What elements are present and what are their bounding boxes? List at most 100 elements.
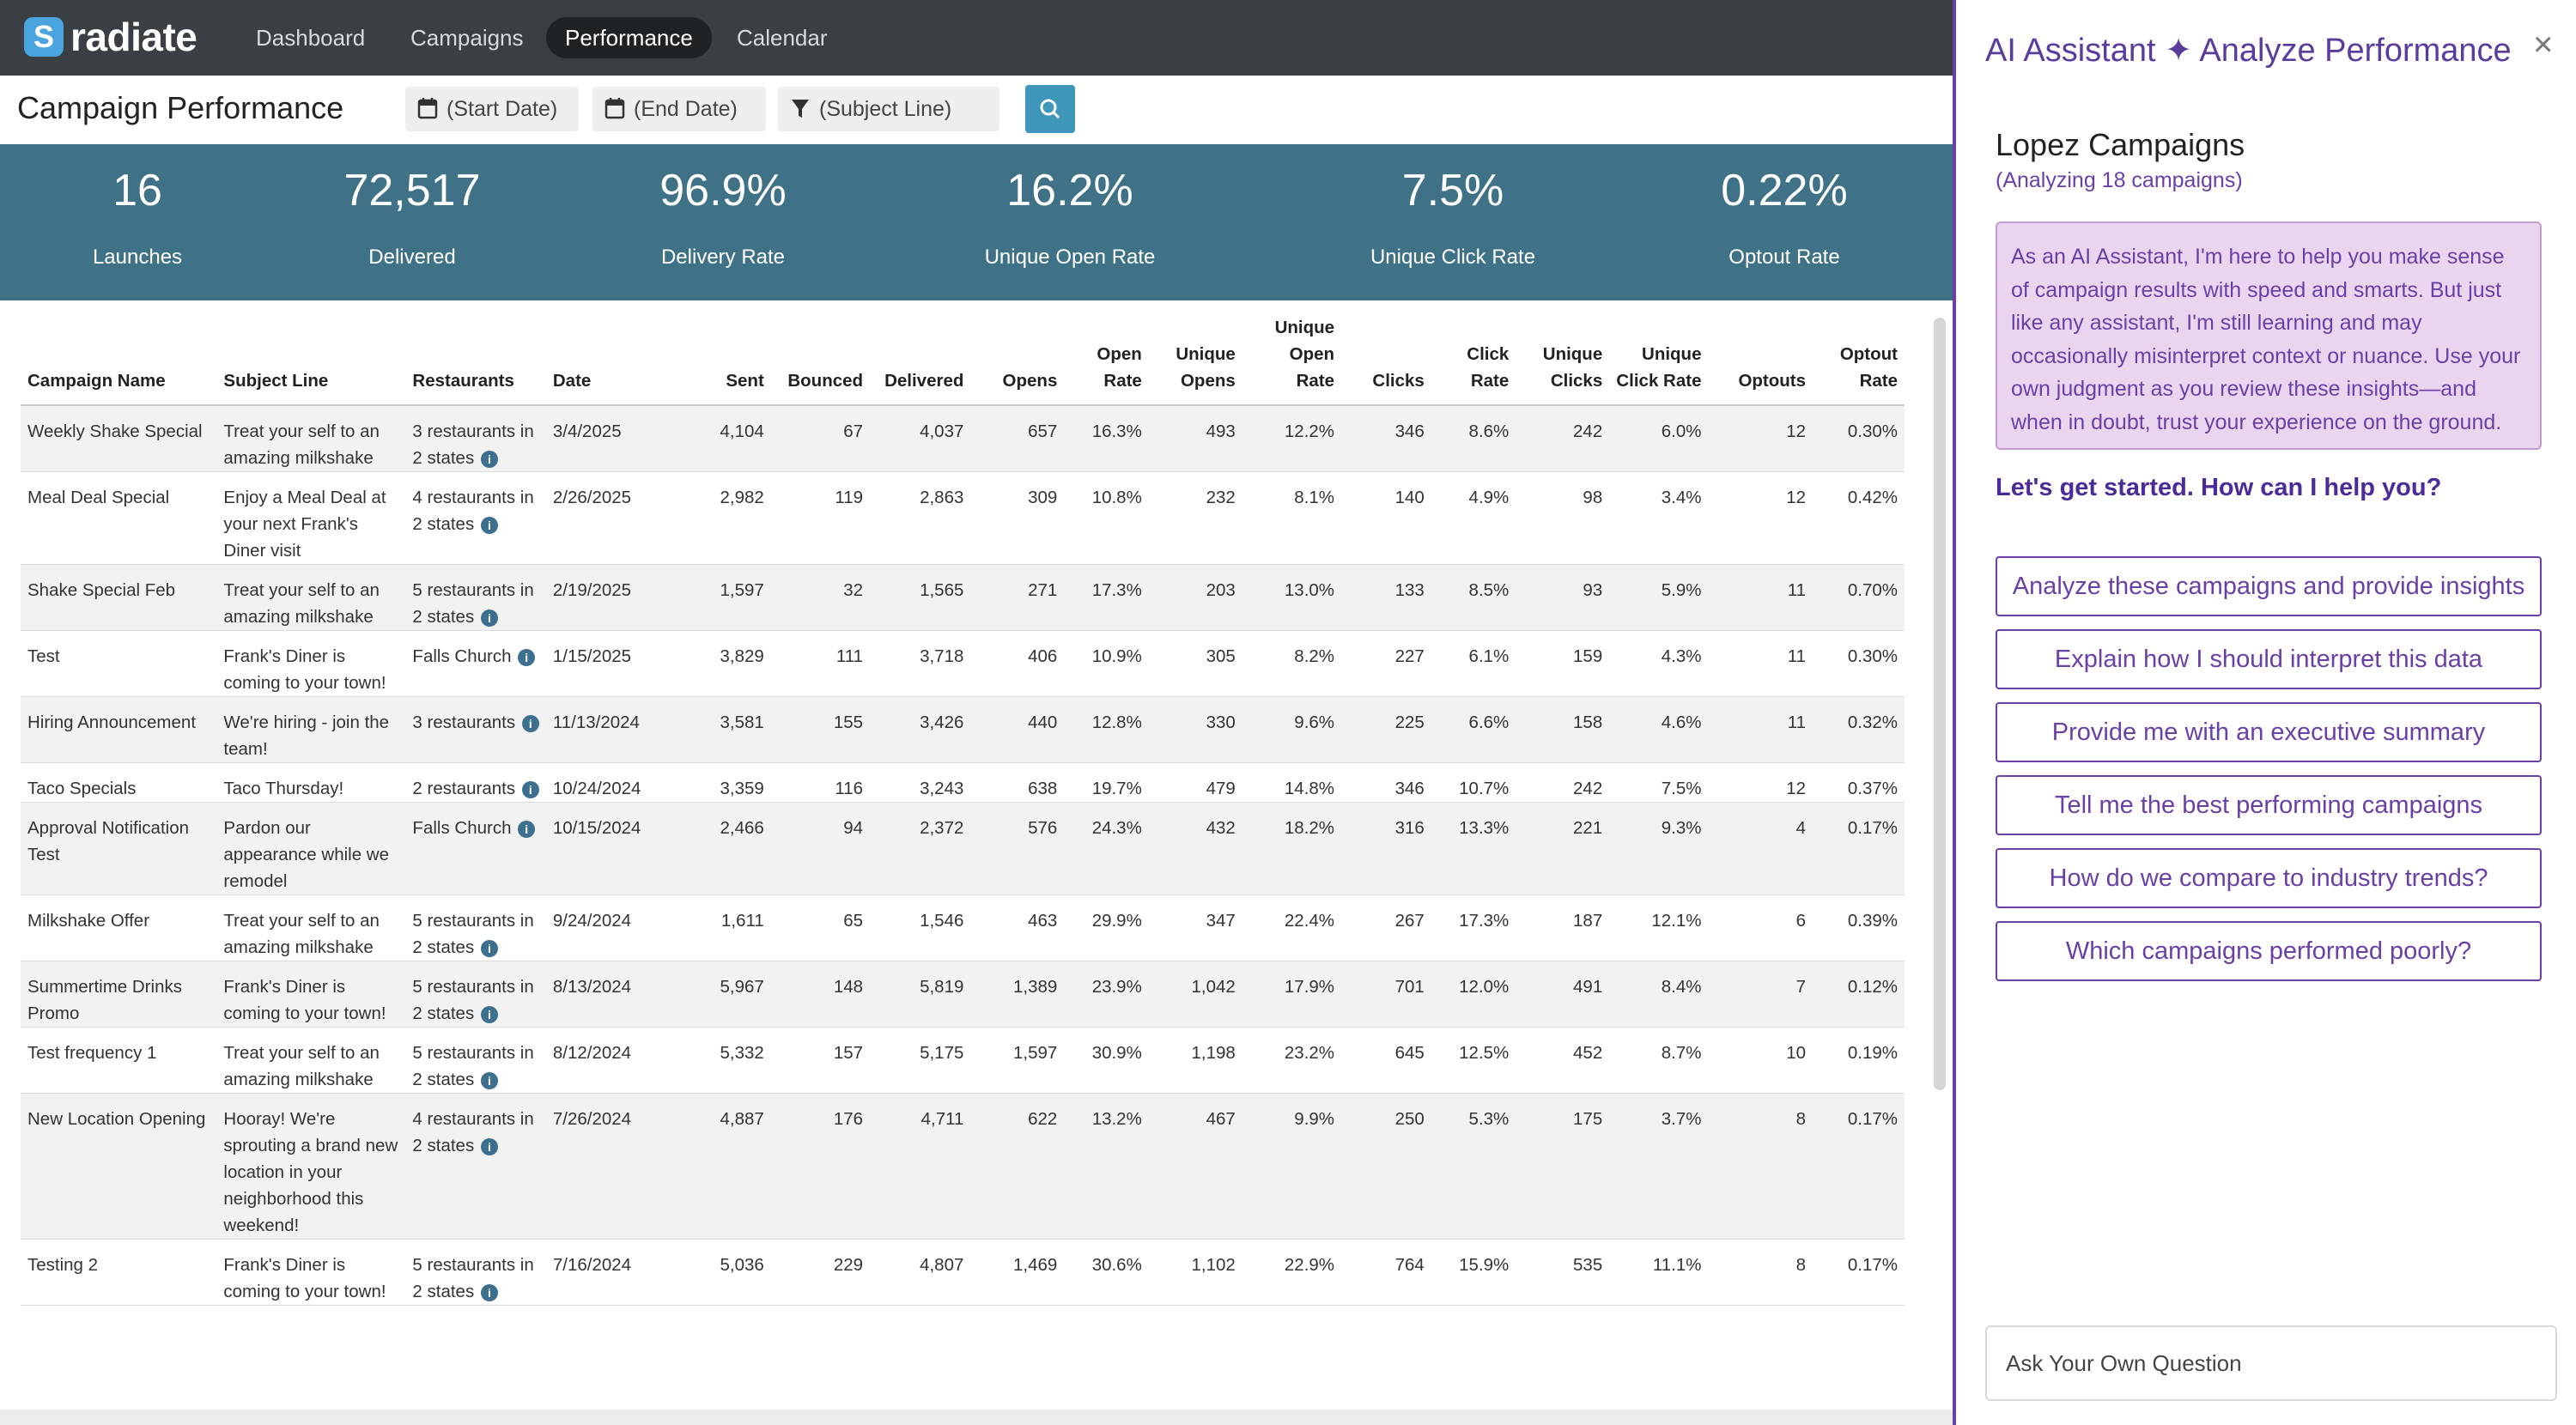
horizontal-scrollbar[interactable] bbox=[0, 1410, 1953, 1425]
cell-text: 4 bbox=[1795, 818, 1807, 838]
table-cell-optout-rate: 0.37% bbox=[1813, 762, 1905, 803]
info-icon[interactable]: i bbox=[480, 450, 498, 468]
cell-text: 17.3% bbox=[1459, 911, 1510, 931]
table-cell-optout-rate: 0.70% bbox=[1813, 564, 1905, 631]
column-header[interactable]: Restaurants bbox=[405, 300, 546, 406]
table-cell-u-click-rate: 3.7% bbox=[1609, 1093, 1709, 1240]
nav-performance[interactable]: Performance bbox=[546, 17, 712, 58]
cell-text: 479 bbox=[1206, 779, 1236, 798]
cell-text: 3,359 bbox=[720, 779, 764, 798]
cell-text: 330 bbox=[1206, 712, 1236, 732]
cell-text: 12.0% bbox=[1459, 977, 1510, 997]
nav-campaigns[interactable]: Campaigns bbox=[410, 25, 524, 51]
column-header[interactable]: Click Rate bbox=[1431, 300, 1516, 406]
table-row[interactable]: Hiring Announcement We're hiring - join t… bbox=[21, 696, 1905, 763]
executive-summary-button[interactable]: Provide me with an executive summary bbox=[1996, 702, 2542, 762]
ask-question-input[interactable]: Ask Your Own Question bbox=[1985, 1325, 2557, 1401]
table-row[interactable]: Taco Specials Taco Thursday! 2 restaurants… bbox=[21, 762, 1905, 803]
column-header[interactable]: Unique Opens bbox=[1148, 300, 1242, 406]
column-header[interactable]: Opens bbox=[970, 300, 1065, 406]
cell-text: 119 bbox=[835, 488, 864, 507]
cell-text: Test bbox=[27, 646, 60, 666]
close-icon[interactable]: × bbox=[2533, 26, 2554, 64]
cell-text: 0.39% bbox=[1847, 911, 1898, 931]
analyze-insights-button[interactable]: Analyze these campaigns and provide insi… bbox=[1996, 556, 2542, 616]
column-header[interactable]: Unique Click Rate bbox=[1609, 300, 1709, 406]
search-button[interactable] bbox=[1025, 85, 1075, 133]
nav-dashboard[interactable]: Dashboard bbox=[256, 25, 366, 51]
table-row[interactable]: Weekly Shake Special Treat your self to a… bbox=[21, 405, 1905, 472]
cell-text: Treat your self to an amazing milkshake bbox=[223, 911, 380, 957]
industry-trends-button[interactable]: How do we compare to industry trends? bbox=[1996, 848, 2542, 908]
stat-label: Delivery Rate bbox=[660, 246, 786, 269]
table-row[interactable]: Testing 2 Frank's Diner is coming to your… bbox=[21, 1239, 1905, 1306]
column-header[interactable]: Unique Clicks bbox=[1516, 300, 1610, 406]
cell-text: 250 bbox=[1394, 1109, 1425, 1129]
table-cell-delivered: 2,372 bbox=[870, 802, 971, 895]
calendar-icon bbox=[417, 87, 438, 148]
table-row[interactable]: Approval Notification Test Pardon our app… bbox=[21, 802, 1905, 895]
table-row[interactable]: Meal Deal Special Enjoy a Meal Deal at yo… bbox=[21, 471, 1905, 565]
info-icon[interactable]: i bbox=[521, 780, 539, 798]
table-cell-date: 2/19/2025 bbox=[545, 564, 690, 631]
table-cell-u-clicks: 452 bbox=[1516, 1027, 1610, 1094]
best-campaigns-button[interactable]: Tell me the best performing campaigns bbox=[1996, 775, 2542, 835]
table-row[interactable]: Test frequency 1 Treat your self to an am… bbox=[21, 1027, 1905, 1094]
cell-text: 94 bbox=[843, 818, 864, 838]
column-header[interactable]: Unique Open Rate bbox=[1242, 300, 1342, 406]
subject-line-filter[interactable]: (Subject Line) bbox=[778, 87, 999, 131]
table-row[interactable]: Shake Special Feb Treat your self to an a… bbox=[21, 564, 1905, 631]
table-cell-open-rate: 29.9% bbox=[1064, 894, 1149, 961]
column-header[interactable]: Bounced bbox=[770, 300, 871, 406]
end-date-filter[interactable]: (End Date) bbox=[592, 87, 766, 131]
info-icon[interactable]: i bbox=[480, 609, 498, 627]
table-row[interactable]: Milkshake Offer Treat your self to an ama… bbox=[21, 894, 1905, 961]
info-icon[interactable]: i bbox=[480, 1071, 498, 1089]
start-date-label: (Start Date) bbox=[447, 97, 558, 121]
start-date-filter[interactable]: (Start Date) bbox=[405, 87, 579, 131]
info-icon[interactable]: i bbox=[480, 1283, 498, 1301]
brand-logo[interactable]: S radiate bbox=[24, 15, 197, 59]
info-icon[interactable]: i bbox=[480, 516, 498, 534]
column-header[interactable]: Clicks bbox=[1341, 300, 1431, 406]
table-cell-subject: Treat your self to an amazing milkshake bbox=[216, 894, 406, 961]
table-header-row: Campaign Name Subject Line Restaurants Date… bbox=[21, 300, 1905, 406]
info-icon[interactable]: i bbox=[480, 939, 498, 957]
column-header[interactable]: Subject Line bbox=[216, 300, 406, 406]
info-icon[interactable]: i bbox=[521, 714, 539, 732]
cell-text: 227 bbox=[1394, 646, 1425, 666]
table-cell-u-clicks: 187 bbox=[1516, 894, 1610, 961]
poor-campaigns-button[interactable]: Which campaigns performed poorly? bbox=[1996, 921, 2542, 981]
cell-text: 10 bbox=[1786, 1043, 1807, 1063]
column-header[interactable]: Campaign Name bbox=[21, 300, 217, 406]
info-icon[interactable]: i bbox=[480, 1005, 498, 1023]
table-scrollbar[interactable] bbox=[1934, 318, 1946, 1090]
cell-text: 305 bbox=[1206, 646, 1236, 666]
cell-text: Falls Church bbox=[412, 646, 512, 666]
table-cell-optout-rate: 0.17% bbox=[1813, 1239, 1905, 1306]
table-cell-click-rate: 10.7% bbox=[1431, 762, 1516, 803]
table-cell-optouts: 7 bbox=[1708, 961, 1814, 1028]
info-icon[interactable]: i bbox=[518, 820, 536, 838]
table-cell-name: Test frequency 1 bbox=[21, 1027, 217, 1094]
table-cell-date: 3/4/2025 bbox=[545, 405, 690, 472]
table-row[interactable]: New Location Opening Hooray! We're sprout… bbox=[21, 1093, 1905, 1240]
column-header[interactable]: Open Rate bbox=[1064, 300, 1149, 406]
column-header[interactable]: Delivered bbox=[870, 300, 971, 406]
column-header[interactable]: Sent bbox=[690, 300, 771, 406]
info-icon[interactable]: i bbox=[480, 1137, 498, 1155]
nav-calendar[interactable]: Calendar bbox=[737, 25, 828, 51]
cell-text: 19.7% bbox=[1091, 779, 1142, 798]
column-header[interactable]: Optouts bbox=[1708, 300, 1814, 406]
info-icon[interactable]: i bbox=[518, 648, 536, 666]
column-header[interactable]: Optout Rate bbox=[1813, 300, 1905, 406]
column-header[interactable]: Date bbox=[545, 300, 690, 406]
cell-text: 8.7% bbox=[1661, 1043, 1702, 1063]
table-cell-click-rate: 8.6% bbox=[1431, 405, 1516, 472]
cell-text: Taco Thursday! bbox=[223, 779, 344, 798]
table-row[interactable]: Summertime Drinks Promo Frank's Diner is … bbox=[21, 961, 1905, 1028]
cell-text: 11 bbox=[1787, 580, 1807, 600]
table-row[interactable]: Test Frank's Diner is coming to your town… bbox=[21, 630, 1905, 697]
interpret-data-button[interactable]: Explain how I should interpret this data bbox=[1996, 629, 2542, 689]
table-cell-u-open-rate: 22.4% bbox=[1242, 894, 1342, 961]
